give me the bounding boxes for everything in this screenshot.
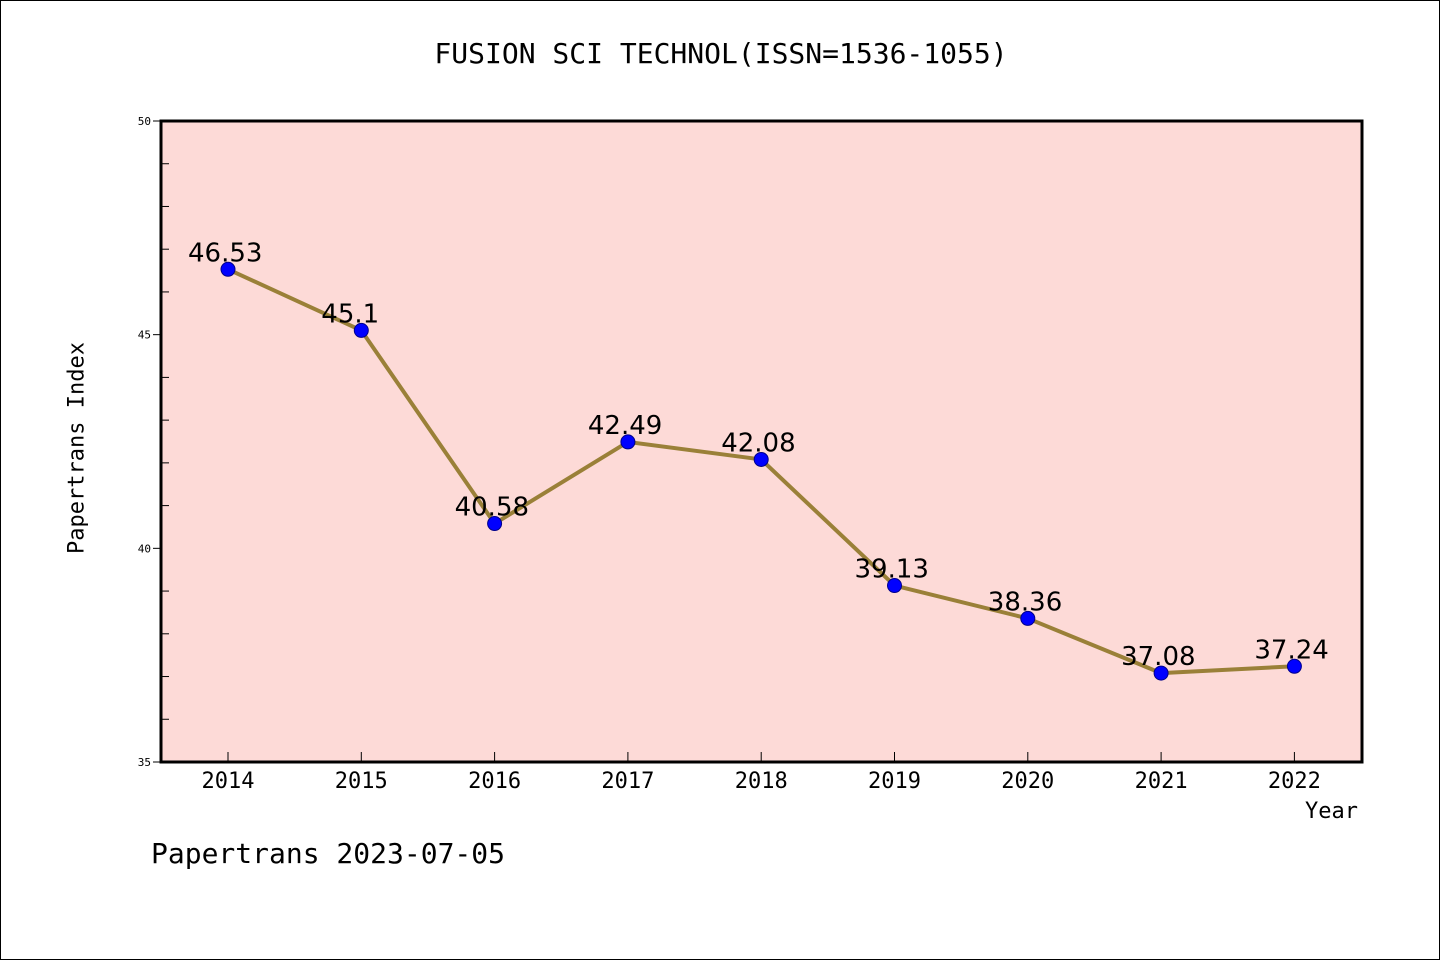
x-tick-label: 2018 <box>735 769 788 794</box>
data-label: 38.36 <box>988 587 1062 617</box>
data-labels-group: 46.53 45.1 40.58 42.49 42.08 39.13 38.36 37.08 3… <box>188 238 1329 672</box>
x-axis-ticks: 2014 2015 2016 2017 2018 2019 2020 2021 2022 <box>202 752 1321 794</box>
x-tick-label: 2014 <box>202 769 255 794</box>
data-point <box>1153 665 1169 681</box>
data-point <box>1020 610 1036 626</box>
y-tick-label: 40 <box>138 542 151 555</box>
data-point <box>1286 658 1302 674</box>
data-label: 39.13 <box>855 555 929 585</box>
x-tick-label: 2016 <box>468 769 521 794</box>
x-tick-label: 2021 <box>1135 769 1188 794</box>
plot-frame <box>159 119 1364 764</box>
x-tick-label: 2015 <box>335 769 388 794</box>
x-tick-label: 2019 <box>868 769 921 794</box>
footer-date-label: Papertrans 2023-07-05 <box>151 837 506 870</box>
data-label: 42.49 <box>588 411 662 441</box>
data-label: 37.24 <box>1254 635 1328 665</box>
y-tick-label: 45 <box>138 329 151 342</box>
series-group <box>220 261 1302 681</box>
plot-area <box>161 121 1362 762</box>
data-point <box>753 451 769 467</box>
x-tick-label: 2017 <box>601 769 654 794</box>
data-point <box>887 578 902 594</box>
y-axis-label: Papertrans Index <box>64 342 90 554</box>
data-point <box>620 434 636 450</box>
x-tick-label: 2020 <box>1001 769 1054 794</box>
x-tick-label: 2022 <box>1268 769 1321 794</box>
data-point <box>487 516 503 532</box>
x-axis-label: Year <box>1305 799 1358 824</box>
data-label: 42.08 <box>721 428 795 458</box>
chart-title: FUSION SCI TECHNOL(ISSN=1536-1055) <box>434 37 1008 70</box>
data-point <box>353 322 369 338</box>
data-point <box>220 261 236 277</box>
y-tick-label: 50 <box>138 115 151 128</box>
data-label: 37.08 <box>1121 642 1195 672</box>
data-label: 45.1 <box>321 299 379 329</box>
data-label: 40.58 <box>455 493 529 523</box>
y-tick-label: 35 <box>138 756 151 769</box>
data-label: 46.53 <box>188 238 262 268</box>
